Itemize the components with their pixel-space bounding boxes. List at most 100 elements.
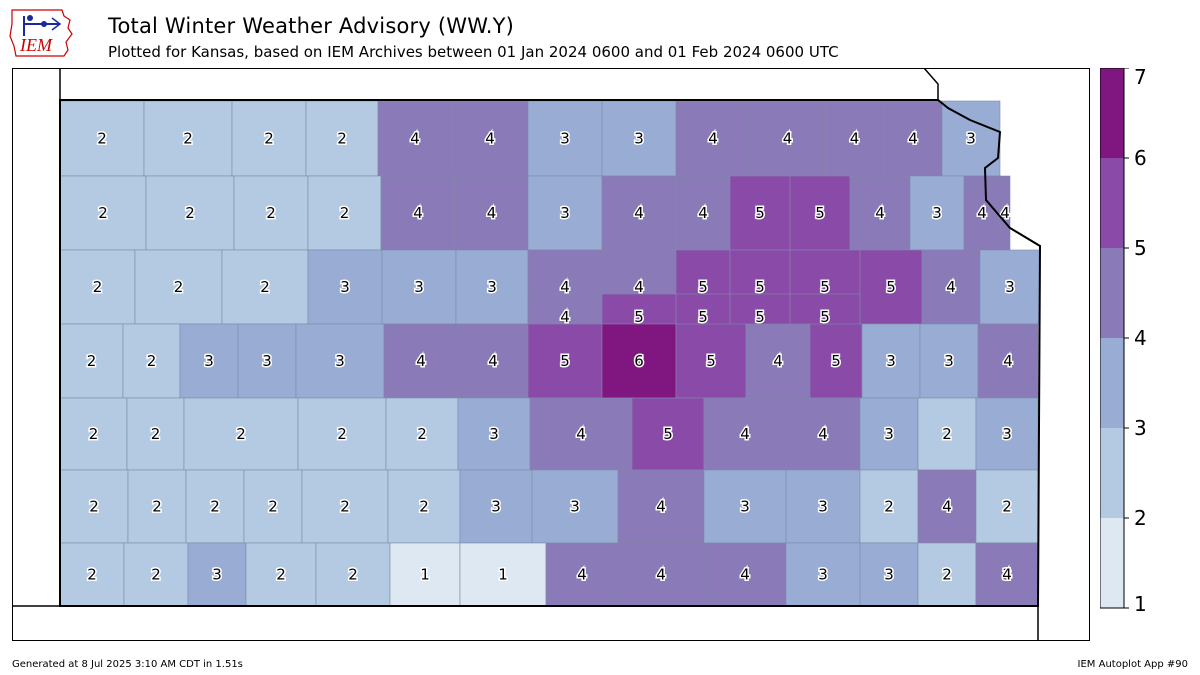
- county-16: [307, 175, 382, 251]
- county-value-label: 2: [152, 498, 162, 516]
- county-9: [749, 100, 826, 177]
- county-value-label: 1: [420, 566, 430, 584]
- county-value-label: 2: [185, 204, 195, 222]
- county-value-label: 3: [212, 566, 222, 584]
- county-value-label: 4: [416, 352, 426, 370]
- county-value-label: 5: [820, 278, 830, 296]
- county-25: [909, 175, 965, 251]
- county-value-label: 4: [740, 425, 750, 443]
- county-value-label: 4: [942, 498, 952, 516]
- county-18: [454, 175, 529, 251]
- county-65: [183, 397, 299, 471]
- county-value-label: 4: [413, 204, 423, 222]
- county-label-layer: 2 2 2 2 4 4 3 3 4 4 4 4 3 2 2 2 2 4 4 3 4 4 5 5 4 3 4 4 2 2 2 3 3 3 4 4 5 5 5 5…: [85, 128, 1016, 585]
- county-14: [145, 175, 235, 251]
- county-68: [457, 397, 531, 471]
- county-value-label: 2: [276, 566, 286, 584]
- iem-logo: IEM: [8, 6, 78, 60]
- county-value-label: 2: [419, 498, 429, 516]
- colorbar-tick-label: 6: [1134, 146, 1147, 170]
- colorbar-tick-label: 2: [1134, 506, 1147, 530]
- county-value-label: 3: [1005, 278, 1015, 296]
- county-value-label: 2: [97, 130, 107, 148]
- county-13: [59, 175, 147, 251]
- county-97: [545, 542, 619, 607]
- county-value-label: 3: [335, 352, 345, 370]
- colorbar-bin-2: [1100, 338, 1124, 428]
- colorbar-tick-label: 3: [1134, 416, 1147, 440]
- county-value-label: 4: [634, 278, 644, 296]
- county-73: [859, 397, 919, 471]
- county-value-label: 4: [560, 278, 570, 296]
- county-78: [185, 469, 245, 544]
- county-value-label: 2: [340, 204, 350, 222]
- county-value-label: 5: [698, 278, 708, 296]
- county-value-label: 2: [337, 425, 347, 443]
- county-value-label: 2: [337, 130, 347, 148]
- county-50: [179, 323, 239, 399]
- county-28: [59, 249, 136, 325]
- colorbar-bin-0: [1100, 518, 1124, 608]
- svg-text:IEM: IEM: [19, 35, 53, 55]
- colorbar-tick-label: 1: [1134, 592, 1147, 613]
- county-value-label: 3: [1002, 425, 1012, 443]
- county-value-label: 4: [708, 130, 718, 148]
- county-value-label: 3: [489, 425, 499, 443]
- county-61: [919, 323, 979, 399]
- county-value-label: 4: [1002, 566, 1012, 584]
- county-value-label: 4: [773, 352, 783, 370]
- county-value-label: 4: [560, 308, 570, 326]
- county-value-label: 3: [634, 130, 644, 148]
- county-value-label: 6: [634, 352, 644, 370]
- county-value-label: 2: [93, 278, 103, 296]
- missouri-river: [923, 68, 939, 100]
- county-value-label: 2: [348, 566, 358, 584]
- county-55: [527, 323, 603, 399]
- neighbor-boundary-south: [12, 605, 1039, 641]
- county-value-label: 4: [908, 130, 918, 148]
- county-64: [126, 397, 185, 471]
- county-30: [221, 249, 309, 325]
- generated-note: Generated at 8 Jul 2025 3:10 AM CDT in 1…: [12, 659, 243, 670]
- county-value-label: 2: [942, 566, 952, 584]
- county-value-label: 3: [487, 278, 497, 296]
- page-title: Total Winter Weather Advisory (WW.Y): [108, 14, 515, 38]
- county-value-label: 5: [755, 308, 765, 326]
- county-value-label: 3: [932, 204, 942, 222]
- county-value-label: 4: [740, 566, 750, 584]
- county-value-label: 3: [818, 498, 828, 516]
- county-92: [187, 542, 247, 607]
- colorbar-bin-4: [1100, 158, 1124, 248]
- county-62: [977, 323, 1039, 399]
- county-82: [459, 469, 533, 544]
- county-value-label: 2: [151, 566, 161, 584]
- county-76: [59, 469, 129, 544]
- map-frame: [12, 68, 1090, 641]
- county-value-label: 4: [576, 425, 586, 443]
- county-value-label: 3: [560, 204, 570, 222]
- iem-weather-station-logo-icon: IEM: [9, 9, 73, 57]
- county-77: [127, 469, 187, 544]
- county-value-label: 2: [151, 425, 161, 443]
- county-96: [459, 542, 547, 607]
- county-value-label: 5: [634, 308, 644, 326]
- colorbar-bin-1: [1100, 428, 1124, 518]
- county-85: [703, 469, 787, 544]
- county-value-label: 4: [410, 130, 420, 148]
- county-value-label: 4: [698, 204, 708, 222]
- county-8: [675, 100, 751, 177]
- county-value-label: 5: [886, 278, 896, 296]
- county-15: [233, 175, 309, 251]
- county-101: [859, 542, 919, 607]
- county-2: [231, 100, 307, 177]
- county-value-label: 4: [783, 130, 793, 148]
- county-value-label: 4: [634, 204, 644, 222]
- county-value-label: 2: [89, 498, 99, 516]
- county-value-label: 3: [884, 566, 894, 584]
- county-20: [601, 175, 677, 251]
- county-value-label: 3: [740, 498, 750, 516]
- county-value-label: 5: [820, 308, 830, 326]
- county-value-label: 5: [706, 352, 716, 370]
- county-91: [123, 542, 189, 607]
- county-value-label: 2: [942, 425, 952, 443]
